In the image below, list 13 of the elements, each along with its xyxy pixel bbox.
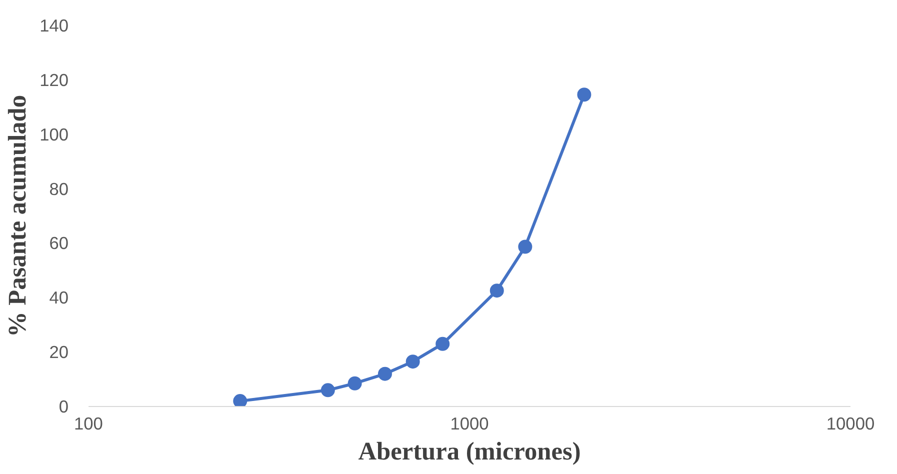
- y-tick-label: 60: [49, 233, 69, 254]
- x-tick-label: 1000: [450, 414, 489, 434]
- y-tick-label: 140: [40, 16, 69, 36]
- y-tick-label: 0: [58, 396, 69, 416]
- y-tick-label: 20: [49, 342, 69, 362]
- x-tick-label: 10000: [826, 414, 875, 434]
- y-tick-label: 120: [40, 70, 69, 90]
- y-tick-label: 40: [49, 288, 69, 308]
- y-tick-label: 80: [49, 178, 69, 199]
- x-tick-label: 100: [74, 414, 103, 434]
- x-axis-title: Abertura (micrones): [358, 438, 581, 466]
- y-tick-label: 100: [40, 124, 69, 144]
- y-axis-title: % Pasante acumulado: [4, 94, 32, 338]
